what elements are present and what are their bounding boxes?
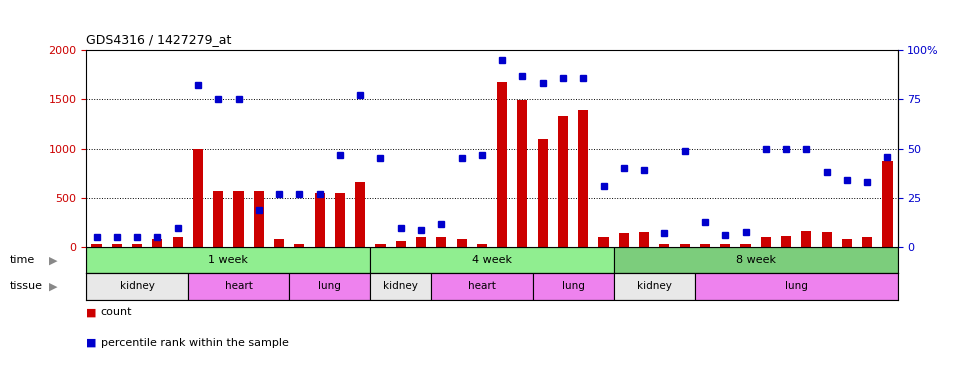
Bar xyxy=(517,100,527,247)
Bar xyxy=(802,230,811,247)
Text: lung: lung xyxy=(784,281,807,291)
Bar xyxy=(619,233,629,247)
Bar xyxy=(295,244,304,247)
Bar xyxy=(188,273,289,300)
Bar xyxy=(91,244,102,247)
Text: GDS4316 / 1427279_at: GDS4316 / 1427279_at xyxy=(86,33,231,46)
Bar xyxy=(355,182,365,247)
Bar xyxy=(760,237,771,247)
Bar xyxy=(213,191,224,247)
Text: heart: heart xyxy=(225,281,252,291)
Bar xyxy=(720,244,731,247)
Bar xyxy=(173,237,182,247)
Bar xyxy=(315,193,324,247)
Bar xyxy=(396,242,406,247)
Bar xyxy=(153,239,162,247)
Bar xyxy=(700,244,710,247)
Bar xyxy=(253,191,264,247)
Bar xyxy=(740,244,751,247)
Bar xyxy=(111,244,122,247)
Bar xyxy=(375,244,386,247)
Bar xyxy=(842,239,852,247)
Text: count: count xyxy=(101,307,132,317)
Bar xyxy=(233,191,244,247)
Text: ■: ■ xyxy=(86,338,97,348)
Bar xyxy=(371,273,431,300)
Bar xyxy=(822,232,831,247)
Text: kidney: kidney xyxy=(383,281,419,291)
Bar xyxy=(335,193,345,247)
Bar xyxy=(86,273,188,300)
Text: 8 week: 8 week xyxy=(735,255,776,265)
Bar xyxy=(457,239,467,247)
Text: percentile rank within the sample: percentile rank within the sample xyxy=(101,338,289,348)
Bar xyxy=(477,244,487,247)
Bar xyxy=(558,116,568,247)
Text: kidney: kidney xyxy=(120,281,155,291)
Bar xyxy=(781,237,791,247)
Bar xyxy=(416,237,426,247)
Bar xyxy=(598,237,609,247)
Bar xyxy=(538,139,548,247)
Bar xyxy=(695,273,898,300)
Text: kidney: kidney xyxy=(636,281,672,291)
Bar xyxy=(680,244,689,247)
Text: ■: ■ xyxy=(86,307,97,317)
Text: ▶: ▶ xyxy=(49,255,57,265)
Text: time: time xyxy=(10,255,35,265)
Bar xyxy=(371,247,613,273)
Bar xyxy=(274,239,284,247)
Text: lung: lung xyxy=(319,281,341,291)
Bar xyxy=(862,237,873,247)
Bar xyxy=(193,149,203,247)
Text: tissue: tissue xyxy=(10,281,42,291)
Bar xyxy=(660,244,669,247)
Bar xyxy=(86,247,371,273)
Bar xyxy=(613,273,695,300)
Text: heart: heart xyxy=(468,281,495,291)
Bar xyxy=(289,273,371,300)
Text: ▶: ▶ xyxy=(49,281,57,291)
Text: 4 week: 4 week xyxy=(472,255,512,265)
Bar xyxy=(613,247,898,273)
Bar xyxy=(497,81,507,247)
Text: lung: lung xyxy=(562,281,585,291)
Text: 1 week: 1 week xyxy=(208,255,249,265)
Bar xyxy=(533,273,613,300)
Bar xyxy=(882,161,893,247)
Bar xyxy=(578,110,588,247)
Bar xyxy=(132,244,142,247)
Bar xyxy=(639,232,649,247)
Bar xyxy=(436,237,446,247)
Bar xyxy=(431,273,533,300)
